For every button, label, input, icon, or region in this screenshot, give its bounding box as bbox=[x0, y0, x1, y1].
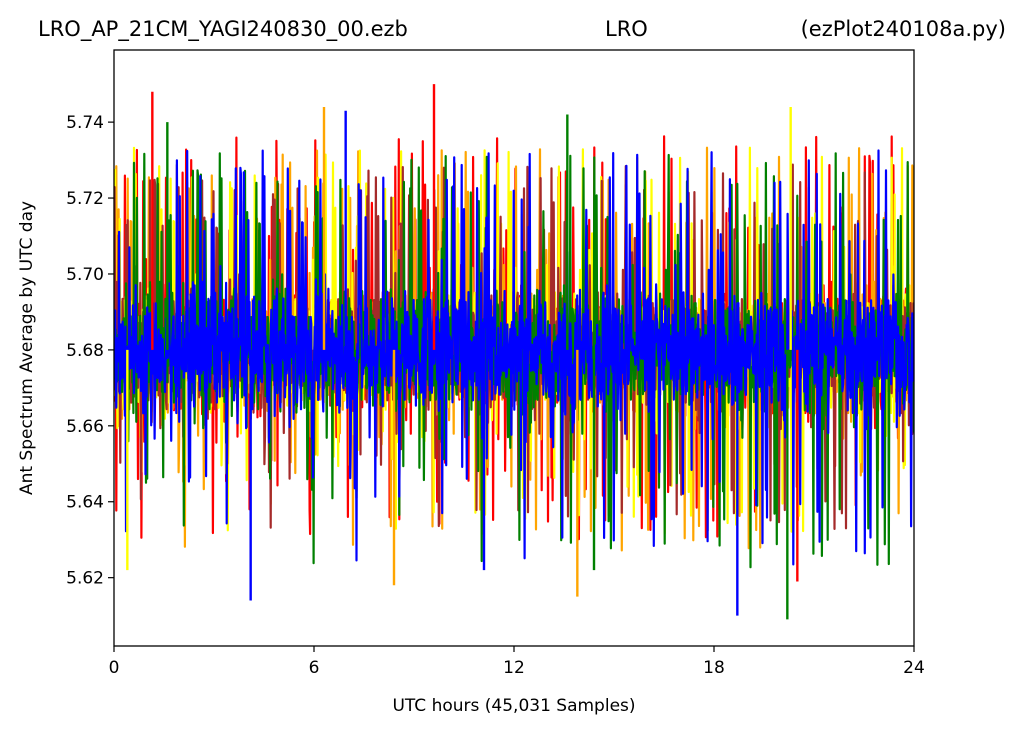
x-tick-label: 6 bbox=[309, 658, 320, 678]
y-tick-label: 5.64 bbox=[66, 493, 104, 513]
y-tick-label: 5.70 bbox=[66, 265, 104, 285]
y-axis: 5.62 5.64 5.66 5.68 5.70 5.72 5.74 bbox=[66, 113, 114, 589]
x-tick-label: 0 bbox=[109, 658, 120, 678]
x-axis-label: UTC hours (45,031 Samples) bbox=[392, 696, 635, 716]
series-layer bbox=[114, 84, 914, 620]
y-tick-label: 5.62 bbox=[66, 569, 104, 589]
chart-title-left: LRO_AP_21CM_YAGI240830_00.ezb bbox=[38, 17, 408, 42]
y-tick-label: 5.74 bbox=[66, 113, 104, 133]
x-axis: 0 6 12 18 24 bbox=[109, 646, 925, 678]
chart-title-center: LRO bbox=[605, 17, 648, 41]
y-tick-label: 5.68 bbox=[66, 341, 104, 361]
x-tick-label: 18 bbox=[703, 658, 725, 678]
y-axis-label: Ant Spectrum Average by UTC day bbox=[17, 201, 37, 495]
chart-title-right: (ezPlot240108a.py) bbox=[801, 17, 1006, 41]
series-line-5 bbox=[114, 149, 914, 566]
x-tick-label: 12 bbox=[503, 658, 525, 678]
y-tick-label: 5.72 bbox=[66, 189, 104, 209]
x-tick-label: 24 bbox=[903, 658, 925, 678]
y-tick-label: 5.66 bbox=[66, 417, 104, 437]
